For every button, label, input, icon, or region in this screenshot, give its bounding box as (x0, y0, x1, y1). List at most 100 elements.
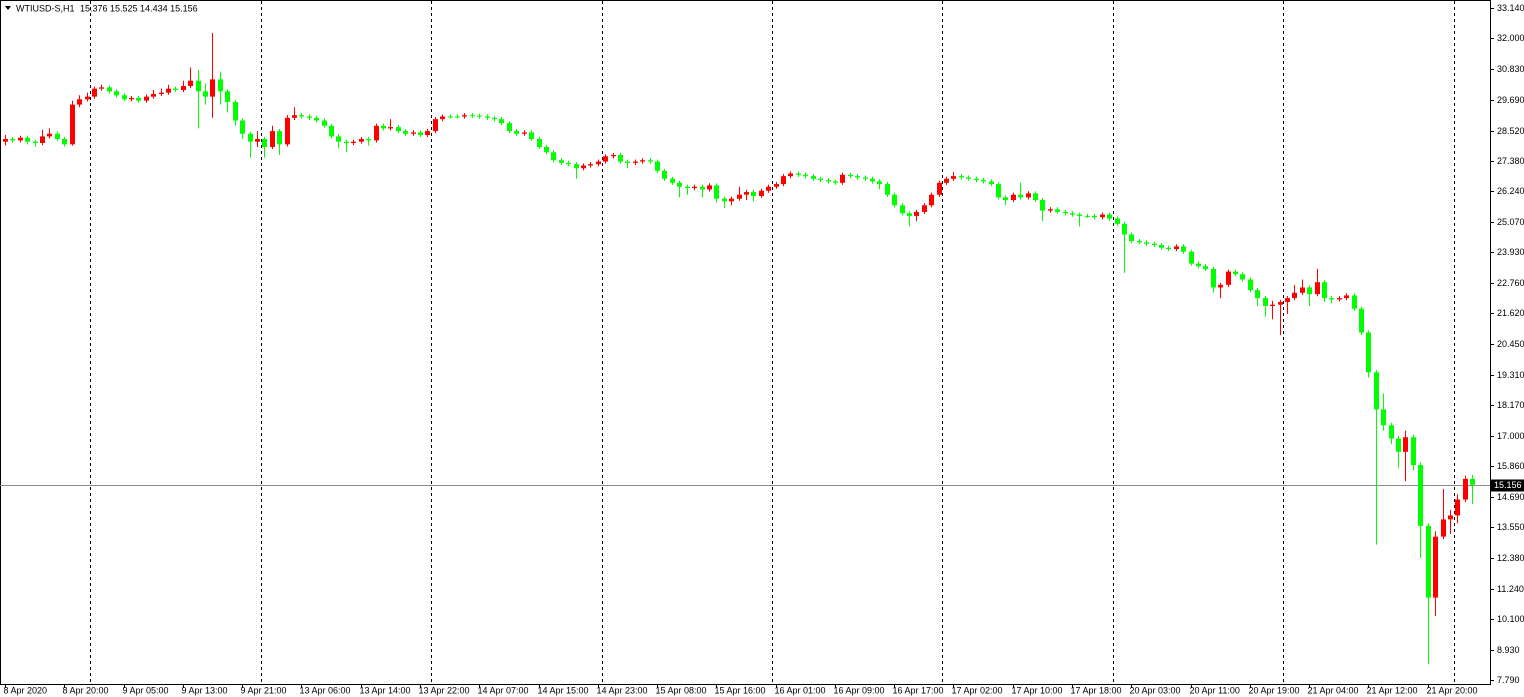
x-tick-label: 15 Apr 16:00 (715, 685, 766, 695)
x-tick-label: 20 Apr 03:00 (1130, 685, 1181, 695)
candle-body (381, 125, 386, 129)
candle-body (336, 136, 341, 142)
y-tick-label: 11.240 (1497, 584, 1524, 594)
candle-body (559, 160, 564, 163)
menu-arrow[interactable] (5, 6, 11, 10)
candle-body (1159, 245, 1164, 248)
candle-body (959, 176, 964, 178)
candle-body (33, 141, 38, 144)
candle-body (514, 131, 519, 134)
candle-body (1248, 279, 1253, 291)
last-price-tag (1491, 479, 1524, 492)
candle-body (581, 165, 586, 169)
candle-body (900, 205, 905, 214)
candle-body (1196, 263, 1201, 267)
candle-body (677, 182, 682, 187)
candle-body (722, 198, 727, 202)
candle-body (751, 192, 756, 197)
candle-body (966, 177, 971, 179)
x-tick-label: 13 Apr 22:00 (419, 685, 470, 695)
candle-body (107, 87, 112, 92)
candle-body (1048, 209, 1053, 211)
chart-title: WTIUSD-S,H1 (16, 3, 75, 13)
y-tick-label: 12.380 (1497, 553, 1524, 563)
candle-body (322, 120, 327, 126)
candle-body (85, 96, 90, 100)
x-tick-label: 16 Apr 17:00 (893, 685, 944, 695)
plot-frame (0, 0, 1491, 685)
candle-body (588, 164, 593, 166)
candle-body (685, 186, 690, 189)
y-tick-label: 18.170 (1497, 400, 1524, 410)
candle-body (574, 164, 579, 169)
candle-body (633, 161, 638, 163)
candle-body (1389, 425, 1394, 439)
candle-body (655, 161, 660, 171)
candle-body (440, 116, 445, 120)
candle-body (277, 131, 282, 145)
candle-body (700, 186, 705, 190)
candle-body (292, 115, 297, 118)
candle-body (307, 116, 312, 118)
candle-body (62, 139, 67, 145)
x-tick-label: 9 Apr 21:00 (241, 685, 287, 695)
candle-body (1033, 193, 1038, 200)
candle-body (1144, 242, 1149, 244)
candle-body (1189, 251, 1194, 264)
x-tick-label: 21 Apr 04:00 (1308, 685, 1359, 695)
candle-body (640, 160, 645, 162)
candle-body (1011, 194, 1016, 200)
candle-body (240, 120, 245, 134)
x-tick-label: 16 Apr 09:00 (834, 685, 885, 695)
candle-body (225, 91, 230, 102)
candle-body (403, 131, 408, 134)
x-tick-label: 21 Apr 12:00 (1367, 685, 1418, 695)
candle-body (129, 97, 134, 100)
candle-body (270, 131, 275, 147)
candle-body (1255, 290, 1260, 299)
candle-body (729, 198, 734, 202)
y-tick-label: 22.760 (1497, 278, 1524, 288)
candle-body (1455, 499, 1460, 516)
candle-body (759, 190, 764, 197)
candle-body (114, 91, 119, 96)
candle-body (40, 136, 45, 144)
x-tick-label: 14 Apr 07:00 (478, 685, 529, 695)
last-price-label: 15.156 (1494, 480, 1522, 490)
candle-body (1315, 282, 1320, 295)
candle-body (603, 156, 608, 162)
candle-body (1463, 478, 1468, 500)
candle-body (951, 176, 956, 179)
candle-body (122, 95, 127, 100)
candle-body (1107, 214, 1112, 219)
candle-body (329, 125, 334, 137)
x-tick-label: 14 Apr 15:00 (538, 685, 589, 695)
candle-body (425, 131, 430, 136)
y-tick-label: 30.830 (1497, 64, 1524, 74)
y-tick-label: 7.790 (1497, 675, 1520, 685)
candle-body (981, 180, 986, 182)
candle-body (1270, 304, 1275, 307)
x-tick-label: 20 Apr 11:00 (1190, 685, 1240, 695)
candle-body (989, 181, 994, 185)
candle-body (1441, 519, 1446, 537)
candle-body (374, 125, 379, 141)
candle-body (1418, 465, 1423, 527)
candle-body (1300, 287, 1305, 293)
candle-body (344, 141, 349, 144)
candle-body (1063, 211, 1068, 214)
candle-body (1122, 223, 1127, 235)
y-tick-label: 15.860 (1497, 461, 1524, 471)
candle-body (833, 181, 838, 183)
candle-body (248, 133, 253, 142)
candle-body (625, 161, 630, 163)
candle-body (877, 181, 882, 185)
candle-body (144, 96, 149, 101)
candle-body (418, 132, 423, 136)
candle-body (1403, 437, 1408, 452)
candle-body (1426, 526, 1431, 598)
candle-body (1077, 214, 1082, 216)
x-tick-label: 13 Apr 14:00 (360, 685, 411, 695)
candle-body (1003, 197, 1008, 200)
